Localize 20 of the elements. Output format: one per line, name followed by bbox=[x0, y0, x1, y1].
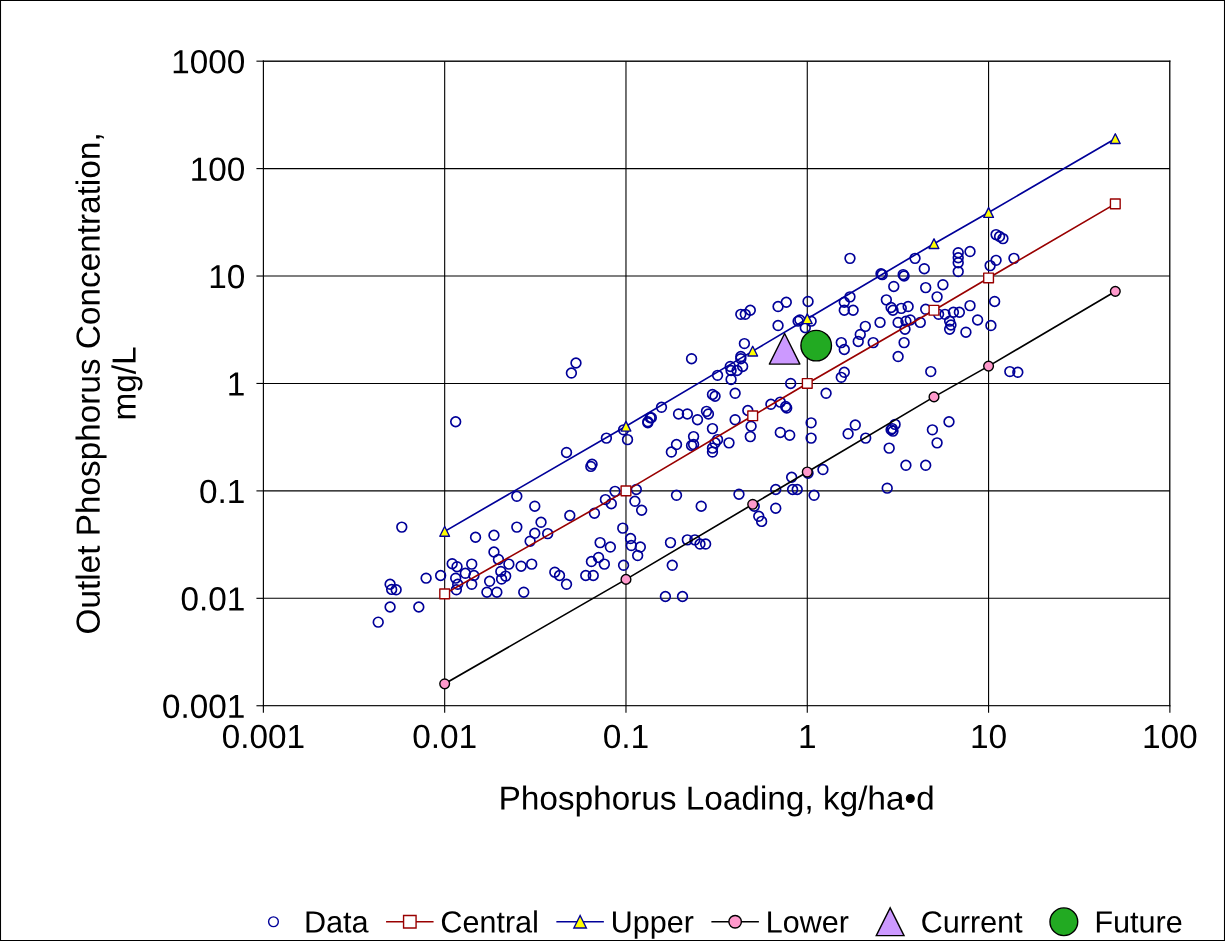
y-tick-label: 10 bbox=[210, 264, 245, 289]
y-tick-label: 1000 bbox=[173, 49, 245, 74]
legend-label: Data bbox=[306, 911, 369, 933]
y-tick-label: 0.1 bbox=[200, 479, 244, 504]
legend-label: Upper bbox=[613, 911, 694, 939]
y-axis-title: Outlet Phosphorus Concentration, mg/L bbox=[75, 135, 143, 633]
y-tick-label: 0.01 bbox=[181, 587, 244, 611]
legend-label: Lower bbox=[768, 911, 849, 933]
y-tick-label: 0.001 bbox=[163, 694, 244, 719]
y-tick-label: 1 bbox=[229, 372, 244, 396]
x-tick-label: 100 bbox=[1144, 724, 1197, 749]
x-tick-label: 0.01 bbox=[413, 724, 476, 749]
x-axis-title: Phosphorus Loading, kg/ha•d bbox=[501, 785, 933, 817]
legend-label: Central bbox=[441, 910, 537, 933]
legend-label: Current bbox=[922, 911, 1023, 933]
legend-label: Future bbox=[1096, 911, 1182, 933]
x-tick-label: 0.1 bbox=[604, 724, 648, 749]
x-tick-label: 10 bbox=[972, 724, 1006, 749]
y-tick-label: 100 bbox=[192, 157, 245, 181]
x-tick-label: 1 bbox=[800, 725, 815, 748]
